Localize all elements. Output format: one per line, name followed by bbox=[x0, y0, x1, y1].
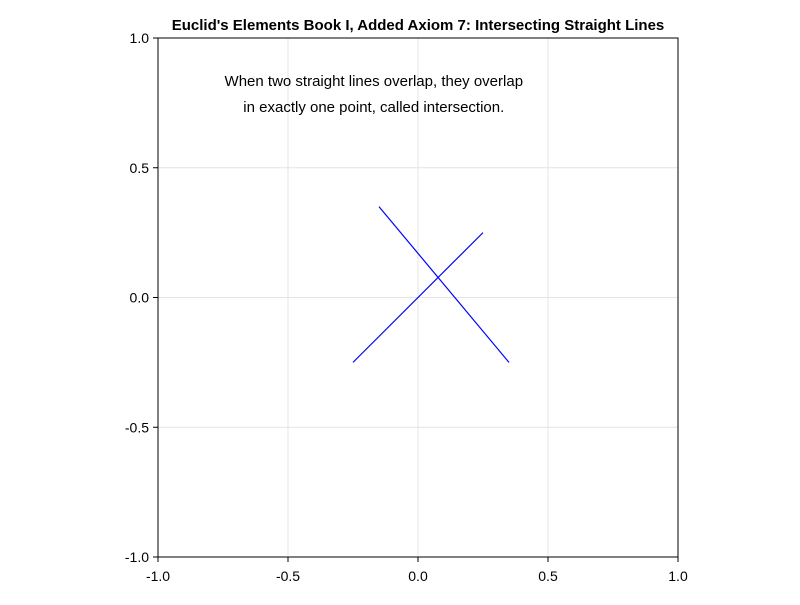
annotation-line-2: in exactly one point, called intersectio… bbox=[243, 99, 504, 116]
chart-title: Euclid's Elements Book I, Added Axiom 7:… bbox=[172, 17, 665, 34]
annotation-line-1: When two straight lines overlap, they ov… bbox=[225, 73, 523, 90]
x-tick-label: -0.5 bbox=[276, 568, 300, 584]
line-series-2 bbox=[378, 206, 510, 363]
x-tick-label: 0.0 bbox=[408, 568, 428, 584]
x-tick-label: 1.0 bbox=[668, 568, 688, 584]
axis-ticks: -1.0 -0.5 0.0 0.5 1.0 -1.0 -0.5 0.0 0.5 1.0 bbox=[125, 30, 688, 584]
y-tick-label: -0.5 bbox=[125, 419, 149, 435]
x-tick-label: 0.5 bbox=[538, 568, 558, 584]
x-tick-label: -1.0 bbox=[146, 568, 170, 584]
line-series-1 bbox=[352, 232, 484, 363]
y-tick-label: -1.0 bbox=[125, 549, 149, 565]
y-tick-label: 0.5 bbox=[130, 160, 150, 176]
y-tick-label: 0.0 bbox=[130, 290, 150, 306]
plot-series bbox=[352, 206, 510, 363]
y-tick-label: 1.0 bbox=[130, 30, 150, 46]
